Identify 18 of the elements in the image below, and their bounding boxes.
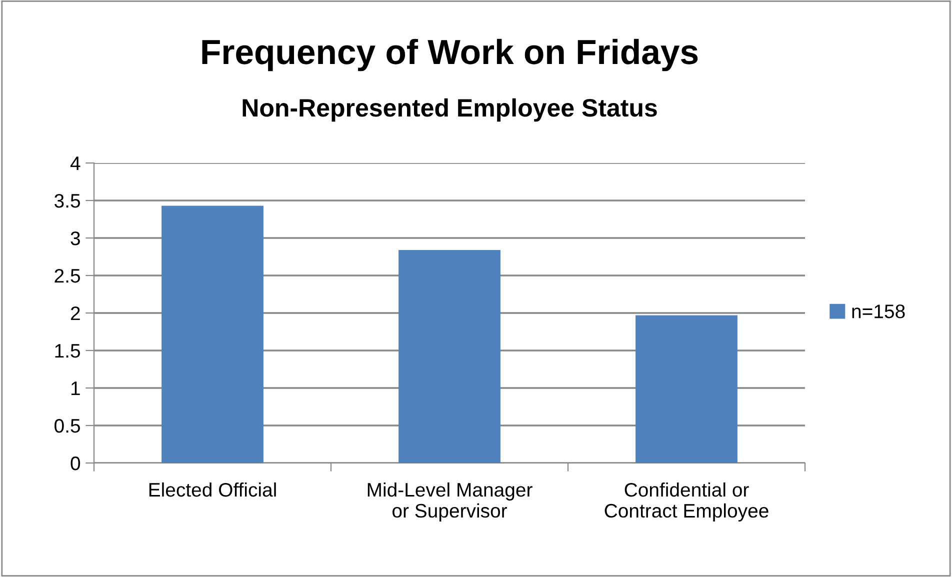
y-tick-label: 3.5: [54, 194, 80, 208]
legend-label: n=158: [852, 304, 905, 318]
x-tick-label: Mid-Level Manager or Supervisor: [368, 482, 532, 522]
x-tick-label: Elected Official: [149, 482, 276, 497]
y-tick-label: 1.5: [55, 344, 80, 358]
y-tick-label: 4: [70, 156, 80, 170]
y-tick-label: 2: [70, 306, 80, 320]
y-tick-label: 0.5: [54, 418, 80, 433]
y-tick-label: 1: [71, 382, 80, 396]
x-tick-label: Confidential or Contract Employee: [604, 482, 768, 522]
y-tick-label: 2.5: [54, 268, 80, 283]
chart-subtitle: Non-Represented Employee Status: [242, 98, 657, 122]
bar: [398, 250, 500, 463]
y-tick-label: 0: [70, 456, 80, 470]
y-tick-label: 3: [70, 231, 80, 246]
bar: [162, 206, 264, 463]
chart-title: Frequency of Work on Fridays: [202, 38, 698, 72]
bar: [636, 315, 738, 463]
